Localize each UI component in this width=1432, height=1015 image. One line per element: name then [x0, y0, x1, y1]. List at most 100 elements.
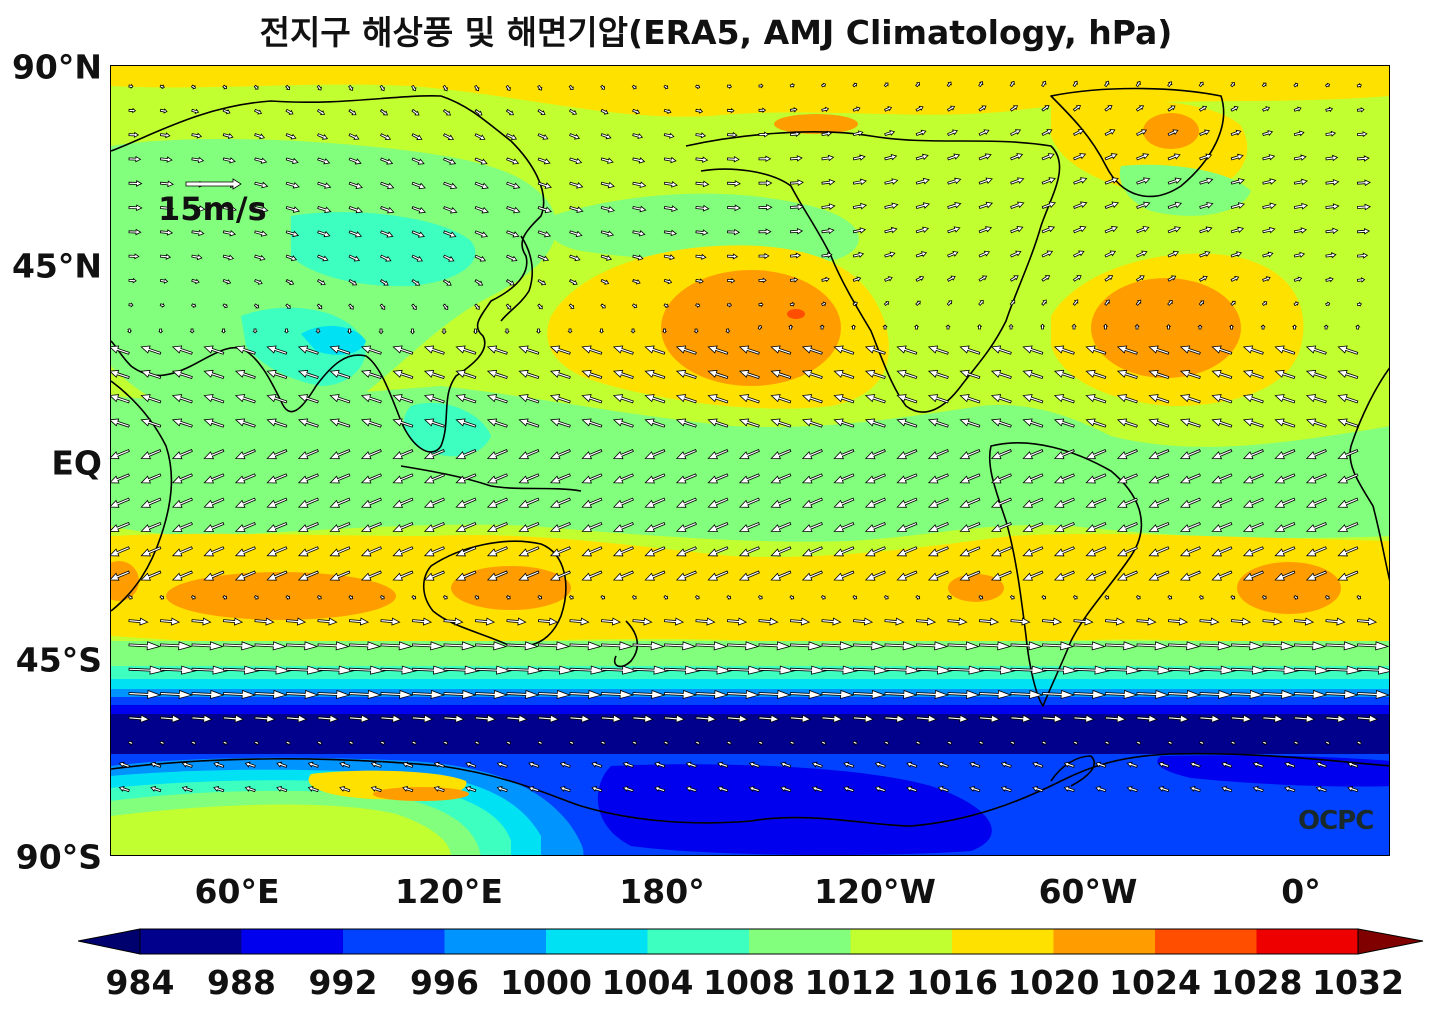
ocpc-watermark: OCPC — [1298, 806, 1374, 836]
wind-arrow — [1136, 201, 1151, 209]
wind-arrow — [789, 131, 801, 138]
wind-arrow — [360, 546, 382, 557]
wind-arrow — [1167, 81, 1173, 88]
wind-arrow — [1262, 226, 1276, 234]
wind-arrow — [1293, 740, 1299, 746]
wind-arrow — [220, 328, 227, 334]
wind-arrow — [717, 785, 729, 793]
wind-arrow — [370, 785, 382, 793]
wind-arrow — [1230, 275, 1240, 282]
wind-arrow — [833, 521, 855, 533]
wind-arrow — [455, 345, 477, 355]
wind-arrow — [1198, 275, 1208, 282]
wind-arrow — [738, 546, 760, 557]
wind-arrow — [959, 497, 981, 508]
wind-arrow — [1231, 665, 1269, 675]
wind-arrow — [727, 180, 741, 187]
wind-arrow — [433, 761, 445, 768]
colorbar-segment — [444, 929, 547, 954]
wind-arrow — [789, 714, 812, 723]
lat-label-45n: 45°N — [11, 246, 102, 286]
wind-arrow — [455, 473, 477, 484]
wind-arrow — [833, 345, 855, 355]
wind-arrow — [266, 449, 288, 460]
wind-arrow — [726, 83, 732, 89]
colorbar-segment — [647, 929, 750, 954]
wind-arrow — [244, 785, 256, 793]
wind-arrow — [1262, 178, 1277, 185]
wind-arrow — [1126, 761, 1138, 768]
wind-arrow — [896, 497, 918, 508]
wind-arrow — [990, 473, 1012, 484]
wind-arrow — [789, 227, 804, 235]
wind-arrow — [159, 156, 173, 163]
wind-arrow — [821, 130, 833, 137]
wind-arrow — [1262, 740, 1268, 746]
wind-arrow — [1305, 473, 1327, 484]
wind-arrow — [612, 418, 634, 428]
wind-arrow — [472, 328, 479, 335]
wind-arrow — [883, 301, 890, 307]
wind-arrow — [864, 345, 886, 355]
wind-arrow — [297, 449, 319, 460]
wind-arrow — [285, 206, 301, 213]
wind-arrow — [171, 570, 193, 581]
wind-arrow — [707, 418, 729, 428]
wind-arrow — [297, 473, 319, 484]
wind-arrow — [118, 761, 130, 768]
wind-arrow — [1230, 202, 1246, 209]
wind-arrow — [111, 345, 130, 355]
coast-australia — [422, 540, 567, 647]
wind-arrow — [1284, 785, 1296, 793]
wind-arrow — [612, 497, 634, 508]
wind-arrow — [1085, 473, 1107, 484]
wind-arrow — [726, 277, 736, 284]
wind-arrow — [864, 418, 886, 428]
wind-arrow — [884, 226, 898, 234]
wind-arrow — [1167, 594, 1173, 600]
wind-arrow — [1041, 177, 1056, 185]
wind-arrow — [1179, 418, 1201, 428]
wind-arrow — [581, 418, 603, 428]
wind-arrow — [360, 570, 382, 581]
wind-arrow — [811, 761, 823, 768]
colorbar-tick-label: 1020 — [1007, 963, 1100, 1002]
wind-arrow — [254, 181, 269, 189]
wind-arrow — [695, 180, 710, 188]
wind-arrow — [1262, 276, 1271, 282]
wind-arrow — [1357, 665, 1389, 675]
wind-arrow — [329, 570, 351, 581]
wind-arrow — [402, 761, 414, 768]
wind-arrow — [1325, 276, 1334, 283]
wind-arrow — [1073, 617, 1094, 626]
wind-arrow — [159, 714, 182, 723]
wind-arrow — [1337, 449, 1359, 460]
wind-arrow — [1073, 665, 1111, 675]
wind-arrow — [1104, 275, 1114, 282]
wind-arrow — [632, 205, 647, 213]
wind-arrow — [990, 369, 1012, 380]
colorbar-segment — [1155, 929, 1257, 954]
wind-arrow — [537, 714, 560, 723]
wind-arrow — [360, 345, 382, 355]
wind-arrow — [203, 369, 225, 380]
wind-arrow — [927, 345, 949, 355]
wind-arrow — [1135, 299, 1142, 306]
wind-arrow — [1284, 761, 1296, 768]
wind-arrow — [537, 230, 552, 238]
wind-arrow — [959, 449, 981, 460]
wind-arrow — [423, 345, 445, 355]
wind-arrow — [569, 714, 591, 723]
wind-arrow — [339, 785, 351, 793]
wind-arrow — [695, 204, 710, 212]
wind-arrow — [693, 328, 699, 334]
wind-arrow — [159, 84, 165, 90]
wind-arrow — [370, 761, 382, 768]
wind-arrow — [360, 449, 382, 460]
wind-arrow — [307, 761, 319, 768]
wind-arrow — [1230, 300, 1236, 307]
wind-arrow — [348, 254, 361, 262]
wind-arrow — [1179, 345, 1201, 355]
wind-arrow — [1211, 394, 1233, 404]
wind-arrow — [852, 714, 875, 723]
